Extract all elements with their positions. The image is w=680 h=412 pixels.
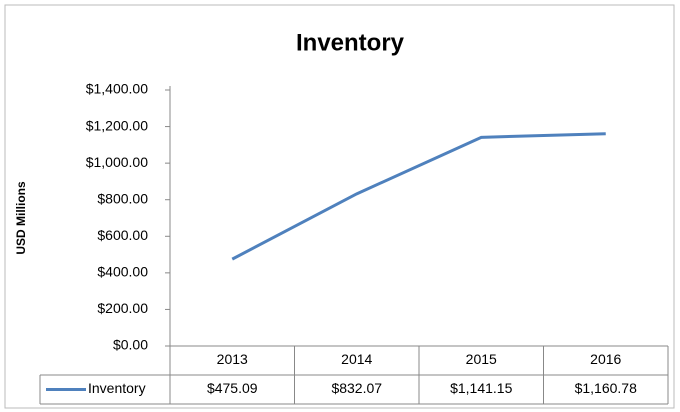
y-tick-label: $200.00 xyxy=(97,300,148,316)
y-tick-label: $1,000.00 xyxy=(86,154,148,170)
y-tick-label: $400.00 xyxy=(97,264,148,280)
x-tick-label: 2015 xyxy=(466,351,497,367)
y-axis-title: USD Millions xyxy=(14,181,28,255)
x-tick-label: 2016 xyxy=(590,351,621,367)
y-tick-label: $0.00 xyxy=(113,337,148,353)
table-value: $475.09 xyxy=(207,380,258,396)
table-value: $832.07 xyxy=(331,380,382,396)
table-value: $1,141.15 xyxy=(450,380,512,396)
y-tick-label: $600.00 xyxy=(97,227,148,243)
legend-label: Inventory xyxy=(88,380,146,396)
y-tick-label: $1,200.00 xyxy=(86,117,148,133)
x-tick-label: 2014 xyxy=(341,351,372,367)
chart-title: Inventory xyxy=(296,29,405,56)
x-tick-label: 2013 xyxy=(217,351,248,367)
data-line xyxy=(231,132,606,261)
chart-border xyxy=(4,4,675,409)
y-tick-label: $1,400.00 xyxy=(86,81,148,97)
y-tick-label: $800.00 xyxy=(97,190,148,206)
table-value: $1,160.78 xyxy=(575,380,637,396)
